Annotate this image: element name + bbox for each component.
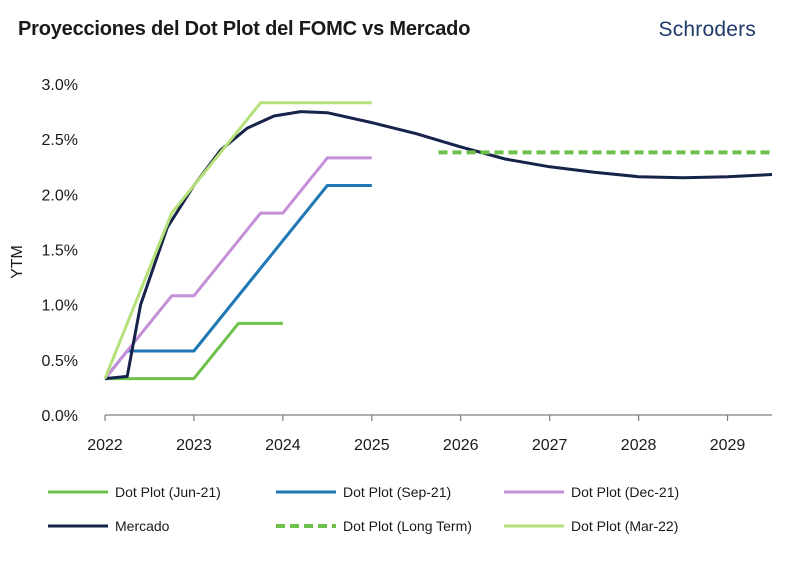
- y-tick-label: 1.5%: [42, 243, 78, 260]
- x-tick-label: 2023: [176, 437, 212, 454]
- legend-label: Dot Plot (Dec-21): [571, 484, 679, 500]
- y-tick-label: 0.0%: [42, 408, 78, 425]
- x-tick-label: 2022: [87, 437, 123, 454]
- series-line-dot-plot-mar-22: [103, 101, 372, 380]
- y-tick-label: 2.5%: [42, 132, 78, 149]
- chart-series-group: [103, 101, 773, 381]
- x-tick-label: 2024: [265, 437, 301, 454]
- y-tick-label: 0.5%: [42, 353, 78, 370]
- chart-title: Proyecciones del Dot Plot del FOMC vs Me…: [18, 18, 471, 40]
- x-tick-label: 2028: [621, 437, 657, 454]
- chart-legend: Dot Plot (Jun-21) Dot Plot (Sep-21) Dot Pl…: [48, 484, 679, 534]
- legend-label: Dot Plot (Mar-22): [571, 518, 678, 534]
- chart-axes: 2022 2023 2024 2025 2026 2027 2028 2029 0.0% 0.5%…: [42, 77, 772, 454]
- x-tick-label: 2026: [443, 437, 479, 454]
- series-line-dot-plot-dec-21: [103, 156, 372, 380]
- x-tick-label: 2025: [354, 437, 390, 454]
- y-axis-label: YTM: [9, 245, 26, 279]
- brand-logo: Schroders: [658, 18, 756, 41]
- x-tick-label: 2029: [710, 437, 746, 454]
- series-line-mercado: [104, 110, 773, 381]
- legend-label: Dot Plot (Jun-21): [115, 484, 221, 500]
- x-tick-label: 2027: [532, 437, 568, 454]
- legend-label: Dot Plot (Long Term): [343, 518, 472, 534]
- y-tick-label: 1.0%: [42, 298, 78, 315]
- y-tick-label: 2.0%: [42, 187, 78, 204]
- y-tick-label: 3.0%: [42, 77, 78, 94]
- legend-label: Dot Plot (Sep-21): [343, 484, 451, 500]
- legend-label: Mercado: [115, 518, 170, 534]
- series-line-dot-plot-jun-21: [105, 321, 283, 381]
